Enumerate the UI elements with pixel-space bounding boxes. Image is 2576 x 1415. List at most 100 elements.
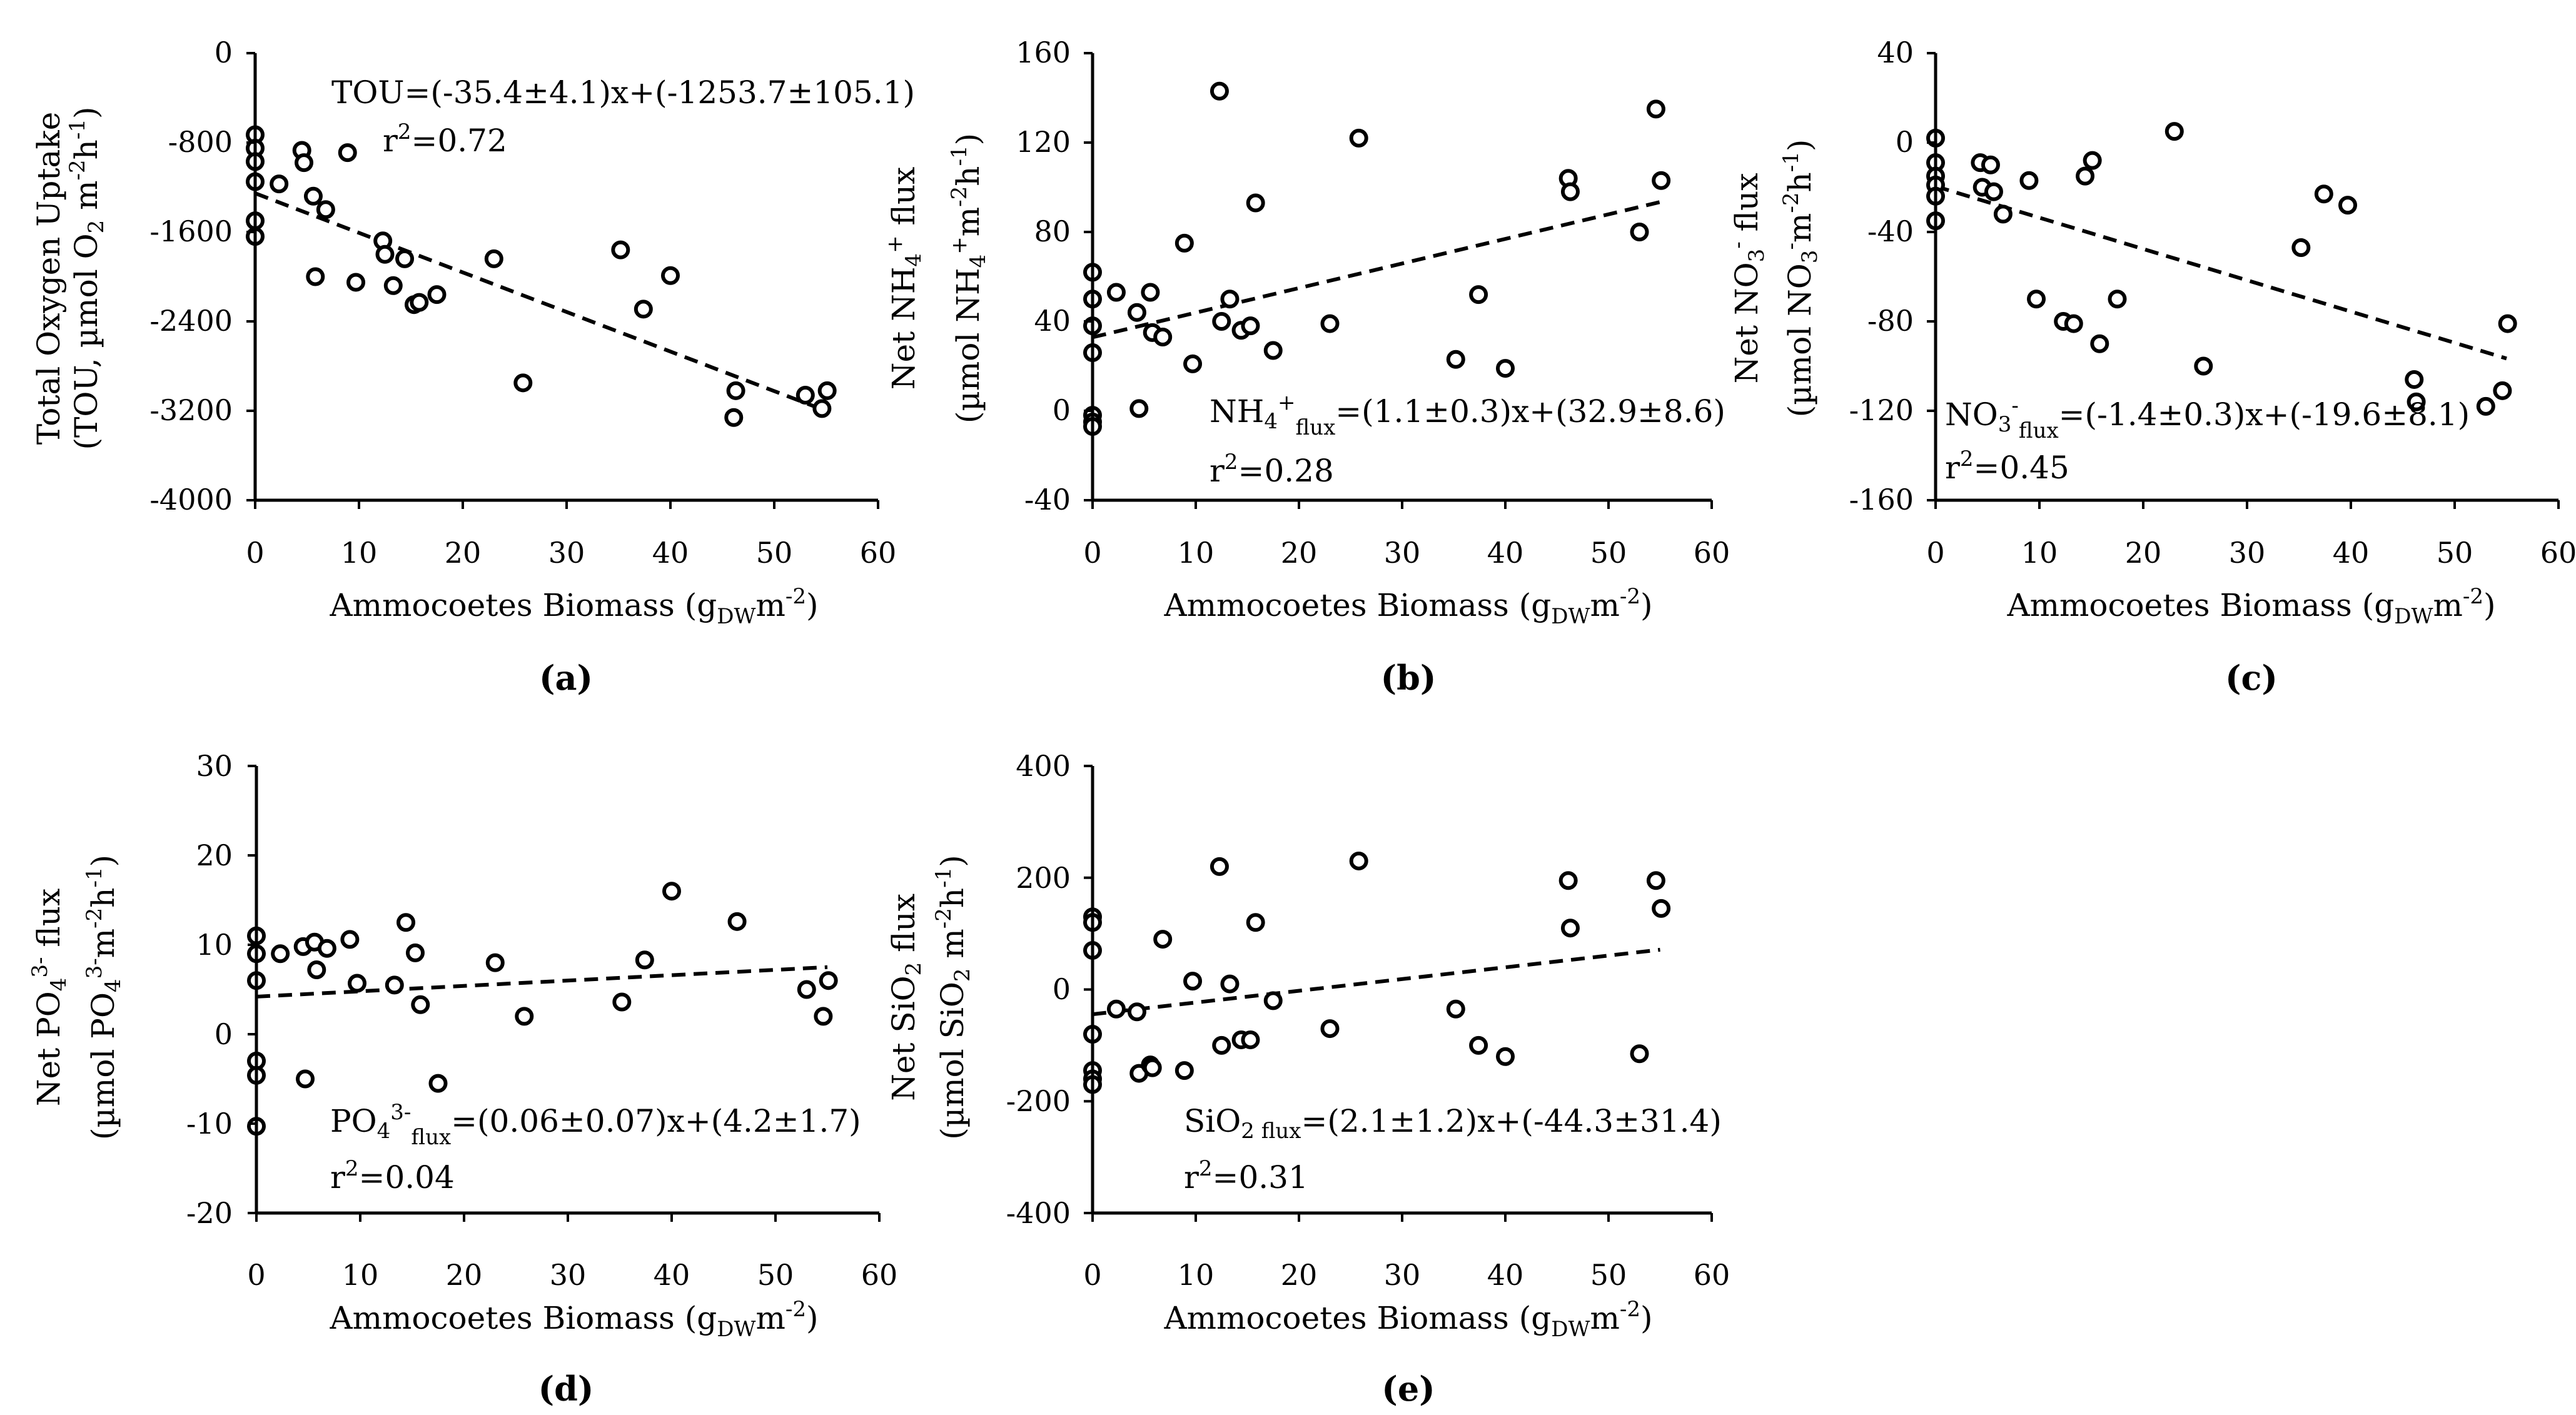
panel-b-data-point — [1241, 316, 1260, 336]
panel-e-data-point — [1560, 919, 1580, 938]
panel-d-xtick: 60 — [861, 1258, 898, 1292]
panel-b-data-point — [1246, 193, 1265, 213]
panel-a-data-point — [306, 267, 325, 286]
panel-b-points — [1083, 81, 1671, 436]
panel-c-ytick: 0 — [1896, 125, 1914, 159]
panel-c-xtick: 10 — [2021, 536, 2058, 570]
panel-d-fit-line — [256, 965, 828, 999]
panel-b-xtick: 40 — [1487, 536, 1524, 570]
panel-c-xlabel: Ammocoetes Biomass (gDWm-2) — [2006, 584, 2495, 629]
panel-b-xtick: 0 — [1083, 536, 1101, 570]
panel-b-data-point — [1141, 283, 1160, 302]
panel-a-data-point — [724, 408, 744, 427]
panel-d-ylabel-line2: (µmol PO43-m-2h-1) — [82, 855, 126, 1140]
panel-a-xtick: 30 — [548, 536, 585, 570]
panel-e-data-point — [1106, 999, 1126, 1019]
panel-c-data-point — [2407, 392, 2426, 411]
panel-c-xtick: 40 — [2333, 536, 2370, 570]
panel-e-xtick: 20 — [1281, 1258, 1318, 1292]
panel-b-ylabel-line1: Net NH4+ flux — [882, 167, 926, 390]
panel-b-data-point — [1630, 223, 1649, 241]
panel-d-xtick: 10 — [342, 1258, 379, 1292]
panel-a-data-point — [661, 266, 680, 285]
panel-c-data-point — [2476, 396, 2495, 416]
panel-c-ylabel-line1: Net NO3- flux — [1725, 173, 1769, 384]
panel-b-fit-line — [1092, 200, 1661, 340]
panel-a-points — [246, 125, 837, 427]
panel-a-data-point — [338, 143, 357, 163]
panel-d-data-point — [727, 912, 747, 931]
panel-b-ytick: 80 — [1034, 214, 1071, 248]
panel-b-data-point — [1320, 314, 1340, 333]
panel-b-data-point — [1210, 81, 1229, 101]
panel-a-ylabel-line2: (TOU, µmol O2 m-2h-1) — [65, 107, 109, 450]
panel-e-data-point — [1220, 974, 1240, 994]
panel-a-data-point — [303, 186, 323, 206]
panel-e-xtick: 50 — [1590, 1258, 1627, 1292]
panel-d-ylabel-line1: Net PO43- flux — [28, 889, 71, 1106]
panel-b-xtick: 10 — [1178, 536, 1215, 570]
panel-c-data-point — [2076, 166, 2095, 186]
panel-e-data-point — [1153, 930, 1173, 949]
panel-c-x-ticks: 0 10 20 30 40 50 60 — [1926, 536, 2576, 570]
panel-e-data-point — [1652, 899, 1671, 918]
panel-b-data-point — [1652, 171, 1671, 190]
panel-e-data-point — [1143, 1058, 1162, 1077]
panel-a-data-point — [346, 273, 366, 292]
panel-b-label: (b) — [1381, 658, 1437, 698]
panel-c-data-point — [2291, 238, 2311, 258]
panel-a-ytick: -1600 — [149, 214, 233, 248]
panel-a-data-point — [513, 373, 533, 393]
panel-c-data-point — [2090, 334, 2109, 353]
panel-a-data-point — [383, 276, 403, 295]
panel-b-xlabel: Ammocoetes Biomass (gDWm-2) — [1163, 584, 1652, 629]
panel-d-r2: r2=0.04 — [330, 1156, 455, 1196]
panel-e-data-point — [1320, 1019, 1340, 1039]
panel-b-data-point — [1212, 312, 1231, 331]
panel-a-xtick: 20 — [445, 536, 482, 570]
panel-e-fit-line — [1092, 947, 1660, 1017]
panel-d-ytick: 10 — [196, 928, 233, 962]
panel-a-data-point — [796, 385, 815, 405]
panel-e-r2: r2=0.31 — [1184, 1156, 1308, 1196]
panel-d-data-point — [612, 992, 632, 1012]
panel-a-xtick: 60 — [860, 536, 897, 570]
panel-d-data-point — [271, 944, 290, 964]
panel-e-data-point — [1241, 1030, 1260, 1049]
panel-c-data-point — [2405, 370, 2424, 389]
panel-c-data-point — [2083, 151, 2102, 170]
panel-b-ytick: 0 — [1053, 393, 1071, 427]
panel-a-xtick: 40 — [652, 536, 689, 570]
panel-c-data-point — [2314, 184, 2333, 204]
panel-b-data-point — [1263, 341, 1283, 360]
panel-a-ytick: -800 — [168, 125, 233, 159]
panel-b-ytick: 120 — [1016, 125, 1071, 159]
panel-b-ytick: -40 — [1024, 483, 1071, 516]
panel-e-data-point — [1210, 857, 1229, 876]
panel-b-xtick: 50 — [1590, 536, 1627, 570]
panel-b-ytick: 40 — [1034, 304, 1071, 338]
panel-b-data-point — [1129, 399, 1149, 418]
panel-d-label: (d) — [538, 1369, 594, 1409]
panel-c-data-point — [2108, 290, 2127, 309]
panel-c-fit-line — [1935, 184, 2507, 361]
panel-b-y-ticks: 160 120 80 40 0 -40 — [1016, 36, 1071, 516]
panel-b-xtick: 20 — [1281, 536, 1318, 570]
panel-d-x-ticks: 0 10 20 30 40 50 60 — [247, 1258, 897, 1292]
panel-d-data-point — [397, 913, 416, 932]
panel-b-ytick: 160 — [1016, 36, 1071, 69]
panel-c-ytick: -40 — [1867, 214, 1914, 248]
panel-b-data-point — [1153, 328, 1173, 347]
panel-a-y-ticks: 0 -800 -1600 -2400 -3200 -4000 — [149, 36, 233, 516]
panel-a-r2: r2=0.72 — [383, 119, 507, 159]
panel-c-data-point — [2338, 196, 2358, 215]
panel-a-data-point — [410, 293, 429, 312]
panel-d-ytick: 0 — [215, 1017, 233, 1051]
panel-b-data-point — [1646, 99, 1665, 119]
panel-c-ytick: -160 — [1849, 483, 1914, 516]
panel-d-xtick: 20 — [446, 1258, 483, 1292]
panel-c-xtick: 60 — [2540, 536, 2576, 570]
panel-d-data-point — [485, 953, 505, 972]
panel-e-ylabel-line2: (µmol SiO2 m-2h-1) — [931, 855, 975, 1140]
